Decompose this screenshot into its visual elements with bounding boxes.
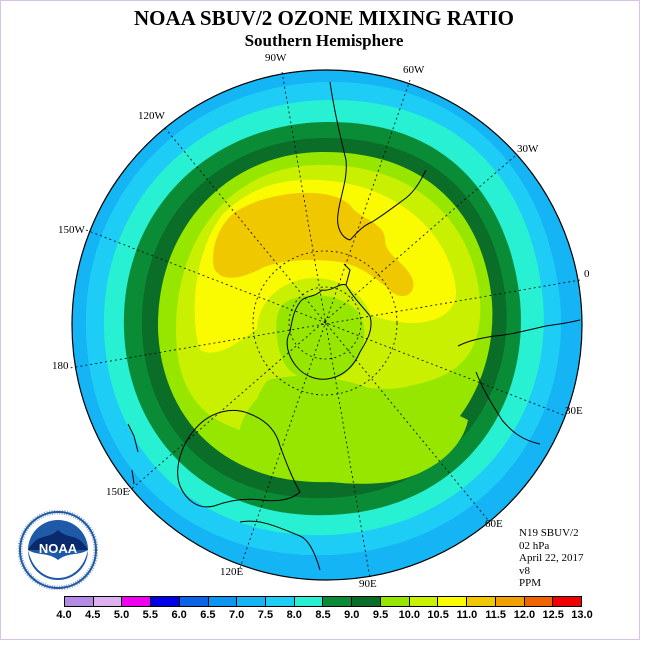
scale-swatch — [122, 597, 152, 606]
logo-text: NOAA — [39, 541, 78, 556]
scale-swatch — [409, 597, 439, 606]
scale-swatch — [237, 597, 267, 606]
scale-tick-label: 8.5 — [315, 609, 331, 621]
scale-swatch — [151, 597, 180, 606]
meridian-60w-120e — [239, 79, 411, 569]
contour-lower-9-5 — [252, 376, 468, 484]
scale-swatch — [208, 597, 238, 606]
scale-tick-label: 11.5 — [485, 609, 507, 621]
scale-tick-label: 7.0 — [229, 609, 245, 621]
south-america-coast — [329, 81, 427, 241]
scale-tick-label: 7.5 — [257, 609, 274, 621]
scale-tick-label: 9.5 — [372, 609, 389, 621]
info-date: April 22, 2017 — [519, 552, 584, 564]
map-subtitle: Southern Hemisphere — [244, 31, 404, 50]
lon-label-180: 180 — [52, 360, 69, 372]
info-level: 02 hPa — [519, 539, 550, 552]
australia-coast — [177, 410, 301, 508]
lon-label-150e: 150E — [106, 486, 130, 498]
scale-tick-label: 6.0 — [171, 609, 187, 621]
antarctica-coast — [286, 263, 372, 380]
new-zealand-coast — [127, 423, 139, 485]
lon-label-90e: 90E — [359, 578, 377, 590]
scale-tick-label: 8.0 — [286, 609, 302, 621]
scale-tick-label: 5.0 — [113, 609, 130, 621]
scale-swatch — [266, 597, 295, 606]
scale-swatch — [524, 597, 554, 606]
lon-label-120e: 120E — [220, 566, 244, 578]
scale-tick-label: 5.5 — [142, 609, 158, 621]
color-scale-bar — [64, 596, 582, 607]
scale-swatch — [65, 597, 94, 606]
info-units: PPM — [519, 577, 542, 589]
coastlines — [127, 81, 581, 571]
noaa-logo-icon: NOAA — [18, 510, 98, 590]
lon-label-120w: 120W — [138, 110, 165, 122]
scale-swatch — [380, 597, 410, 606]
latitude-circle-80s — [288, 286, 362, 360]
scale-tick-label: 4.0 — [56, 609, 72, 621]
scale-tick-label: 11.0 — [456, 609, 478, 621]
scale-swatch — [495, 597, 525, 606]
graticule — [69, 71, 581, 579]
lon-label-90w: 90W — [265, 52, 287, 64]
scale-tick-label: 12.5 — [542, 609, 564, 621]
scale-swatch — [438, 597, 468, 606]
lon-label-150w: 150W — [58, 224, 85, 236]
scale-tick-label: 12.0 — [513, 609, 536, 621]
scale-swatch — [93, 597, 123, 606]
africa-coast — [457, 319, 581, 445]
scale-tick-label: 13.0 — [571, 609, 593, 621]
latitude-circle-70s — [252, 250, 398, 396]
map-title: NOAA SBUV/2 OZONE MIXING RATIO — [134, 6, 514, 30]
lon-label-60w: 60W — [403, 64, 425, 76]
scale-swatch — [179, 597, 209, 606]
scale-swatch — [294, 597, 324, 606]
indonesia-coast — [239, 520, 321, 571]
scale-tick-label: 6.5 — [200, 609, 216, 621]
info-panel: N19 SBUV/2 02 hPa April 22, 2017 v8 PPM — [519, 527, 583, 590]
meridian-30w-150e — [127, 155, 516, 493]
scale-tick-label: 4.5 — [85, 609, 101, 621]
scale-tick-label: 9.0 — [344, 609, 360, 621]
contour-inner-9-5 — [276, 295, 365, 382]
lon-label-0: 0 — [584, 268, 590, 280]
info-satellite: N19 SBUV/2 — [519, 527, 579, 539]
meridian-90w-90e — [281, 71, 371, 579]
lon-label-30w: 30W — [517, 143, 539, 155]
lon-label-30e: 30E — [565, 405, 583, 417]
meridian-150w-30e — [85, 229, 567, 417]
info-version: v8 — [519, 564, 530, 577]
scale-swatch — [467, 597, 496, 606]
scale-swatch — [553, 597, 581, 606]
meridian-0-180 — [69, 279, 581, 369]
map-boundary — [71, 69, 583, 581]
scale-tick-label: 10.0 — [398, 609, 421, 621]
contour-11-0 — [212, 192, 414, 297]
lon-label-60e: 60E — [485, 518, 503, 530]
scale-swatch — [352, 597, 381, 606]
scale-swatch — [323, 597, 353, 606]
scale-tick-label: 10.5 — [427, 609, 449, 621]
